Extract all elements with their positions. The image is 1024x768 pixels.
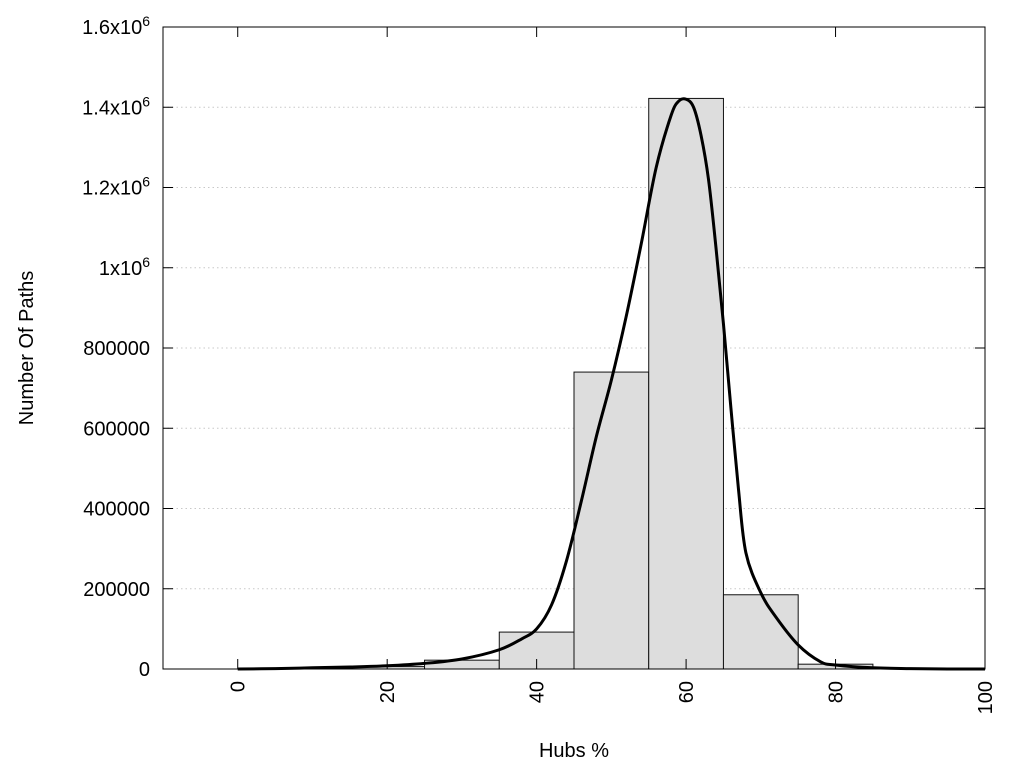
y-tick-label-0: 0 <box>139 659 150 681</box>
axis-ticks <box>163 26 986 670</box>
x-axis-title: Hubs % <box>539 740 609 762</box>
y-tick-label-8: 1.6x106 <box>82 13 150 39</box>
y-axis-title: Number Of Paths <box>16 271 38 426</box>
y-tick-label-2: 400000 <box>83 499 150 521</box>
density-curve-layer <box>237 97 986 671</box>
y-tick-label-3: 600000 <box>83 418 150 440</box>
y-tick-label-4: 800000 <box>83 338 150 360</box>
y-tick-labels: 0 200000 400000 600000 800000 1x106 1.2x106 1.4… <box>82 13 150 681</box>
x-tick-label-5: 100 <box>975 681 997 714</box>
x-tick-label-2: 40 <box>527 681 549 703</box>
x-tick-label-1: 20 <box>377 681 399 703</box>
y-tick-label-6: 1.2x106 <box>82 174 150 200</box>
x-tick-labels: 0 20 40 60 80 100 <box>228 681 997 714</box>
histogram-bar-4 <box>573 371 650 670</box>
x-tick-label-4: 80 <box>826 681 848 703</box>
histogram-bar-5 <box>648 97 724 670</box>
x-tick-label-3: 60 <box>676 681 698 703</box>
y-tick-label-7: 1.4x106 <box>82 93 150 119</box>
x-tick-label-0: 0 <box>228 681 250 692</box>
y-tick-label-1: 200000 <box>83 579 150 601</box>
y-tick-label-5: 1x106 <box>99 254 150 280</box>
density-curve <box>237 97 986 671</box>
